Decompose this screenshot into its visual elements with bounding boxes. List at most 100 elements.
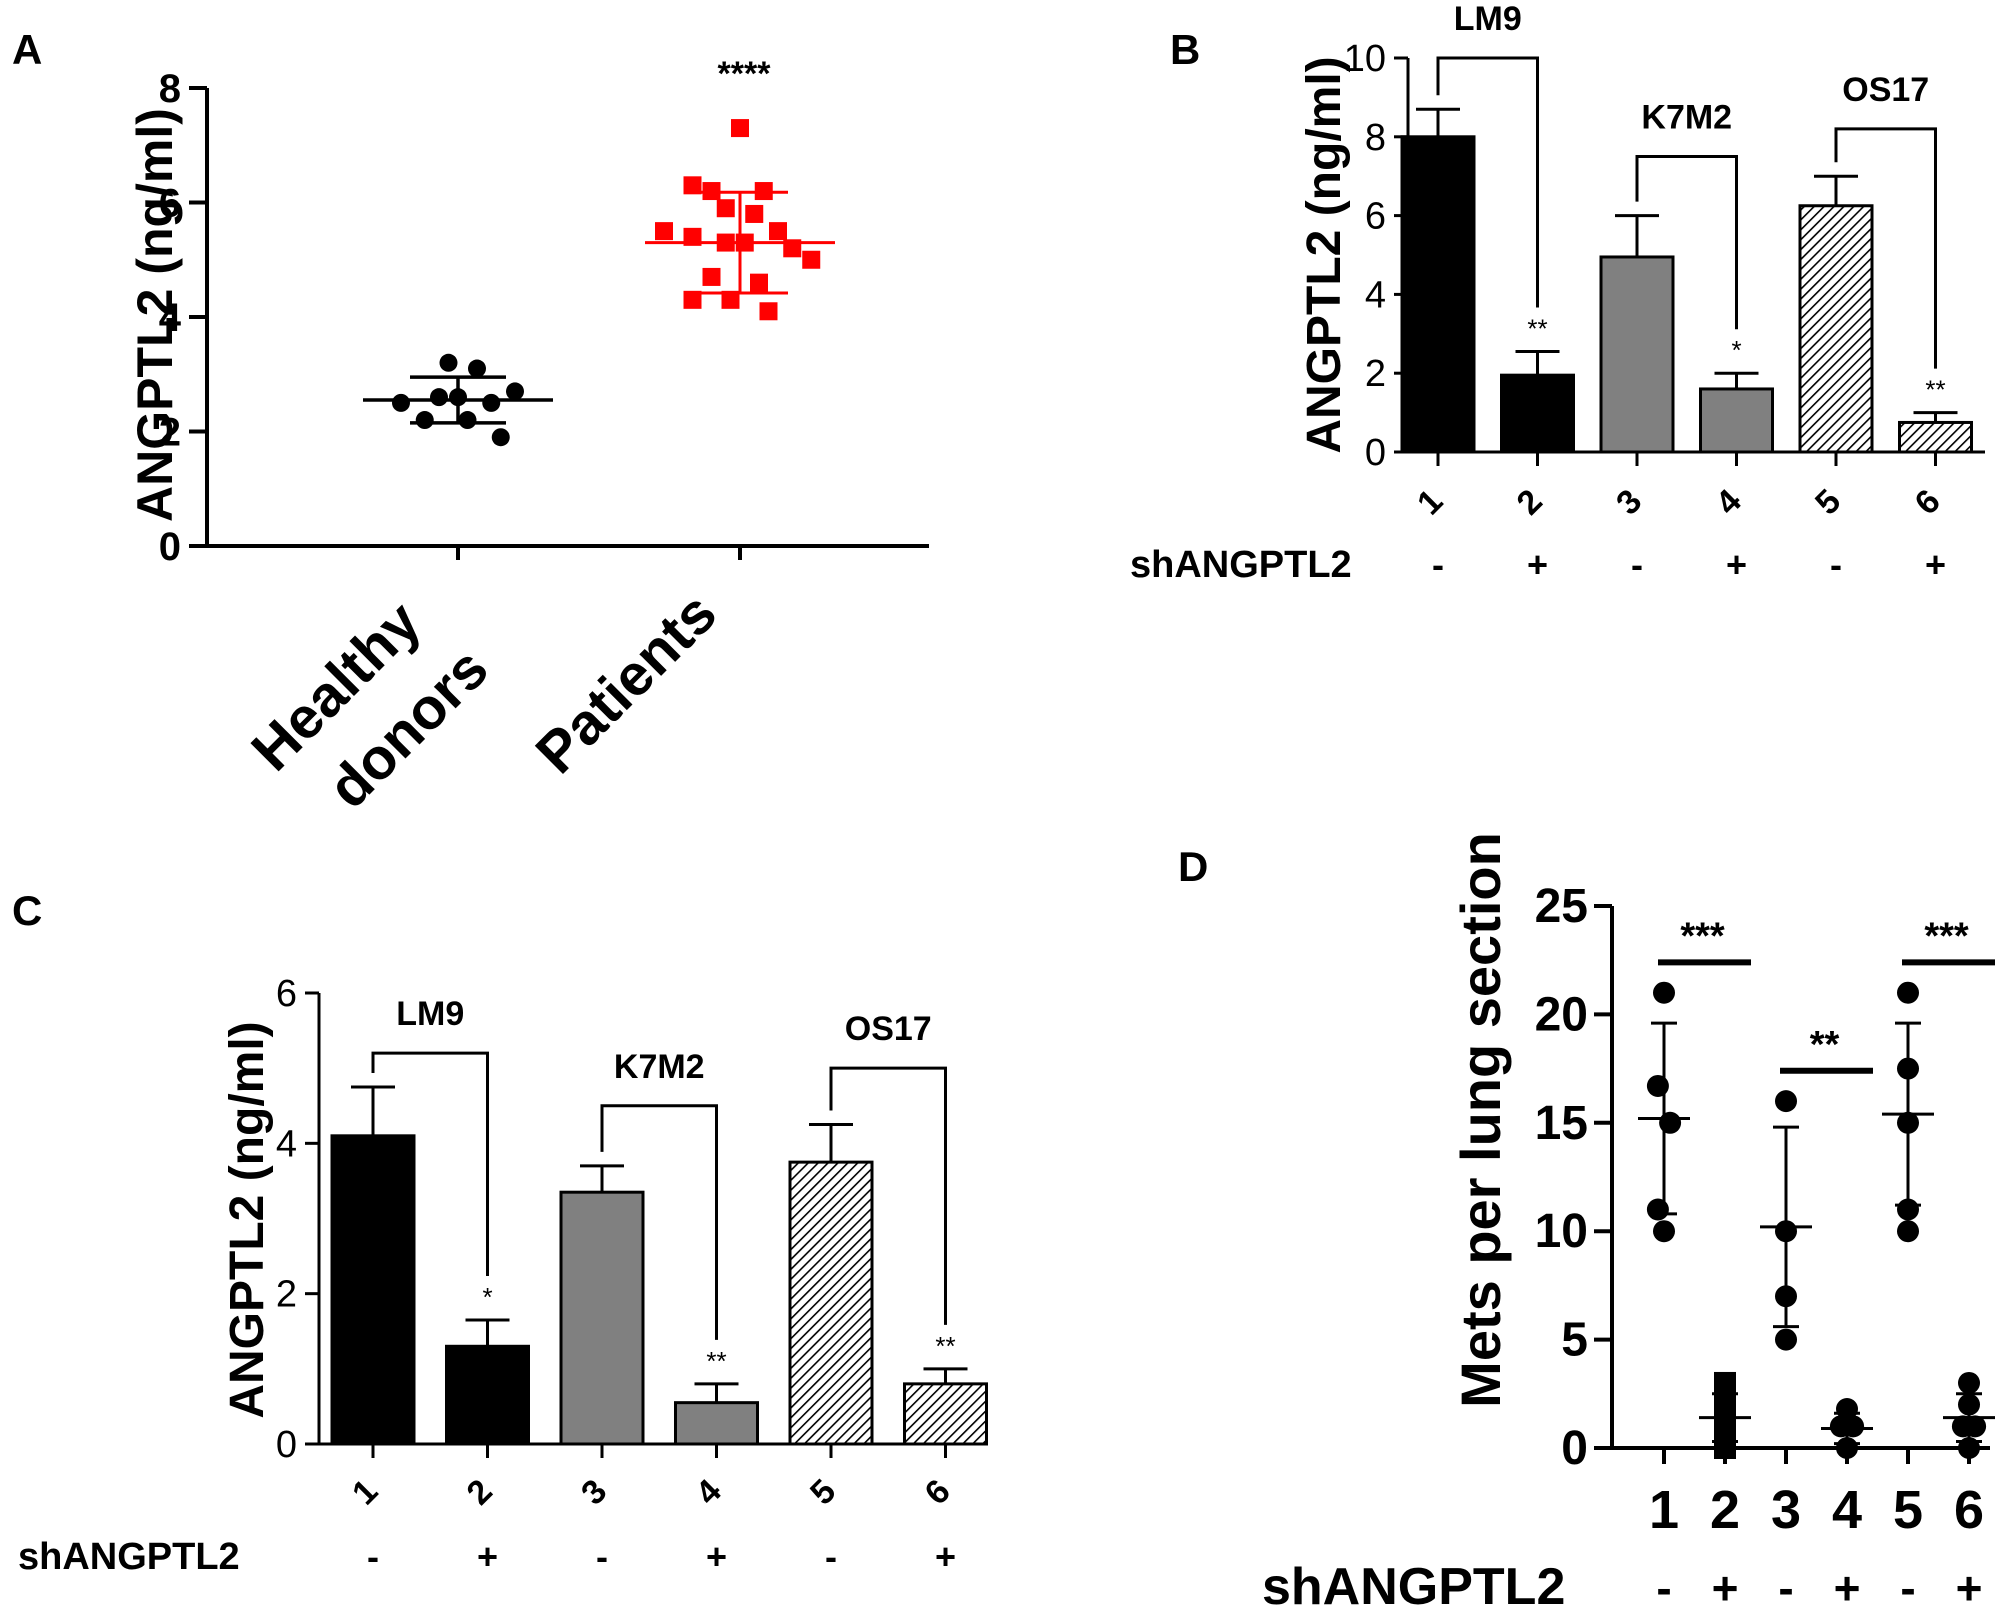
data-point bbox=[1653, 1220, 1675, 1243]
bar bbox=[1699, 387, 1774, 454]
bracket bbox=[371, 1051, 489, 1276]
data-point bbox=[1646, 1198, 1669, 1221]
y-tick-label: 20 bbox=[1535, 988, 1588, 1041]
bar bbox=[445, 1344, 530, 1446]
y-tick-label: 2 bbox=[1365, 353, 1386, 395]
data-point bbox=[683, 176, 702, 195]
data-point bbox=[1653, 981, 1675, 1004]
data-point bbox=[1714, 1371, 1736, 1394]
x-tick-label: 4 bbox=[1832, 1480, 1862, 1540]
data-point bbox=[1842, 1415, 1865, 1438]
bar bbox=[1898, 420, 1973, 454]
significance-label: *** bbox=[1680, 915, 1725, 957]
data-point bbox=[716, 199, 735, 218]
data-point bbox=[439, 353, 458, 372]
data-point bbox=[415, 411, 434, 430]
shangptl2-sign: - bbox=[1432, 544, 1444, 585]
x-tick-label: 3 bbox=[1609, 482, 1649, 522]
significance-label: *** bbox=[1924, 915, 1969, 957]
data-point bbox=[506, 382, 524, 401]
significance-label: * bbox=[482, 1282, 492, 1312]
y-tick-label: 4 bbox=[276, 1123, 297, 1165]
shangptl2-sign: - bbox=[1656, 1562, 1671, 1614]
y-tick-label: 10 bbox=[1344, 38, 1386, 80]
y-tick-label: 6 bbox=[276, 973, 297, 1015]
x-tick-label: 6 bbox=[1908, 482, 1948, 522]
bracket bbox=[1436, 56, 1539, 308]
y-tick-label: 25 bbox=[1535, 880, 1588, 933]
bracket bbox=[1635, 155, 1738, 330]
shangptl2-sign: - bbox=[1830, 544, 1842, 585]
shangptl2-sign: - bbox=[1778, 1562, 1793, 1614]
bar bbox=[1798, 204, 1874, 454]
data-point bbox=[769, 222, 787, 241]
shangptl2-sign: - bbox=[596, 1536, 608, 1577]
y-tick-label: 6 bbox=[159, 182, 181, 226]
data-point bbox=[655, 222, 673, 241]
x-tick-label: 4 bbox=[689, 1472, 729, 1512]
bracket bbox=[600, 1104, 718, 1340]
significance-label: ** bbox=[1527, 314, 1547, 344]
data-point bbox=[702, 267, 721, 286]
data-point bbox=[482, 393, 501, 412]
significance-label: * bbox=[1731, 335, 1741, 365]
shangptl2-sign: - bbox=[1900, 1562, 1915, 1614]
significance-label: ** bbox=[1810, 1024, 1840, 1066]
y-tick-label: 15 bbox=[1535, 1097, 1588, 1150]
data-point bbox=[1775, 1090, 1797, 1113]
data-point bbox=[750, 273, 768, 292]
x-tick-label: 5 bbox=[1893, 1480, 1923, 1540]
shangptl2-sign: + bbox=[1925, 544, 1946, 585]
data-point bbox=[1659, 1111, 1682, 1134]
bar bbox=[330, 1134, 416, 1446]
shangptl2-sign: + bbox=[706, 1536, 727, 1577]
x-tick-label: Patients bbox=[523, 580, 729, 786]
data-point bbox=[721, 290, 740, 309]
bar bbox=[788, 1160, 874, 1446]
x-tick-label: 3 bbox=[574, 1472, 614, 1512]
x-tick-label: 4 bbox=[1709, 482, 1749, 522]
x-tick-label: 6 bbox=[918, 1472, 958, 1512]
data-point bbox=[1897, 981, 1919, 1004]
shangptl2-sign: - bbox=[1631, 544, 1643, 585]
shangptl2-sign: + bbox=[1527, 544, 1548, 585]
y-tick-label: 0 bbox=[159, 525, 181, 569]
panel-letter: A bbox=[12, 26, 42, 73]
shangptl2-sign: + bbox=[477, 1536, 498, 1577]
y-axis-label: ANGPTL2 (ng/ml) bbox=[127, 108, 183, 522]
data-point bbox=[1897, 1220, 1919, 1243]
x-tick-label: 5 bbox=[1808, 482, 1848, 522]
shangptl2-sign: + bbox=[1726, 544, 1747, 585]
x-tick-label: 6 bbox=[1954, 1480, 1984, 1540]
y-tick-label: 6 bbox=[1365, 196, 1386, 238]
y-tick-label: 8 bbox=[1365, 117, 1386, 159]
data-point bbox=[1646, 1074, 1669, 1097]
data-point bbox=[1958, 1371, 1980, 1394]
y-axis-label: ANGPTL2 (ng/ml) bbox=[1298, 56, 1351, 453]
significance-label: ** bbox=[1925, 375, 1945, 405]
panel-letter: B bbox=[1170, 26, 1200, 73]
panel-letter: D bbox=[1178, 843, 1208, 890]
cell-line-label: OS17 bbox=[845, 1010, 932, 1048]
shangptl2-sign: + bbox=[1956, 1562, 1983, 1614]
y-tick-label: 4 bbox=[159, 296, 182, 340]
y-axis-label: ANGPTL2 (ng/ml) bbox=[221, 1021, 274, 1418]
cell-line-label: LM9 bbox=[1454, 0, 1522, 38]
x-tick-label: 1 bbox=[1410, 482, 1450, 522]
data-point bbox=[458, 411, 477, 430]
data-point bbox=[430, 388, 448, 407]
data-point bbox=[745, 204, 764, 223]
y-tick-label: 10 bbox=[1535, 1205, 1588, 1258]
bar bbox=[559, 1190, 645, 1446]
shangptl2-label: shANGPTL2 bbox=[1130, 544, 1352, 586]
shangptl2-sign: - bbox=[825, 1536, 837, 1577]
panel-letter: C bbox=[12, 887, 42, 934]
shangptl2-sign: - bbox=[367, 1536, 379, 1577]
x-tick-label: 2 bbox=[460, 1472, 500, 1512]
cell-line-label: OS17 bbox=[1842, 71, 1929, 109]
x-tick-label: 3 bbox=[1771, 1480, 1801, 1540]
